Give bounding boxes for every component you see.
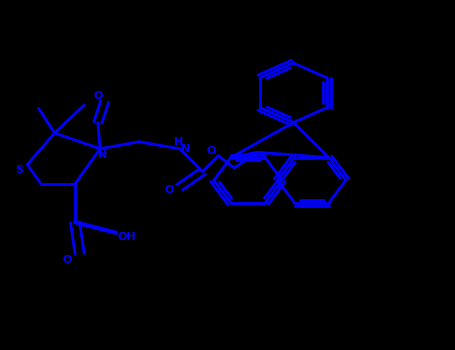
Text: N: N: [181, 145, 190, 154]
Text: OH: OH: [117, 232, 136, 242]
Text: O: O: [165, 185, 174, 195]
Text: S: S: [15, 165, 23, 175]
Text: H: H: [174, 138, 183, 147]
Text: O: O: [93, 91, 102, 101]
Text: O: O: [207, 146, 216, 156]
Text: O: O: [63, 255, 72, 265]
Text: N: N: [98, 150, 107, 160]
